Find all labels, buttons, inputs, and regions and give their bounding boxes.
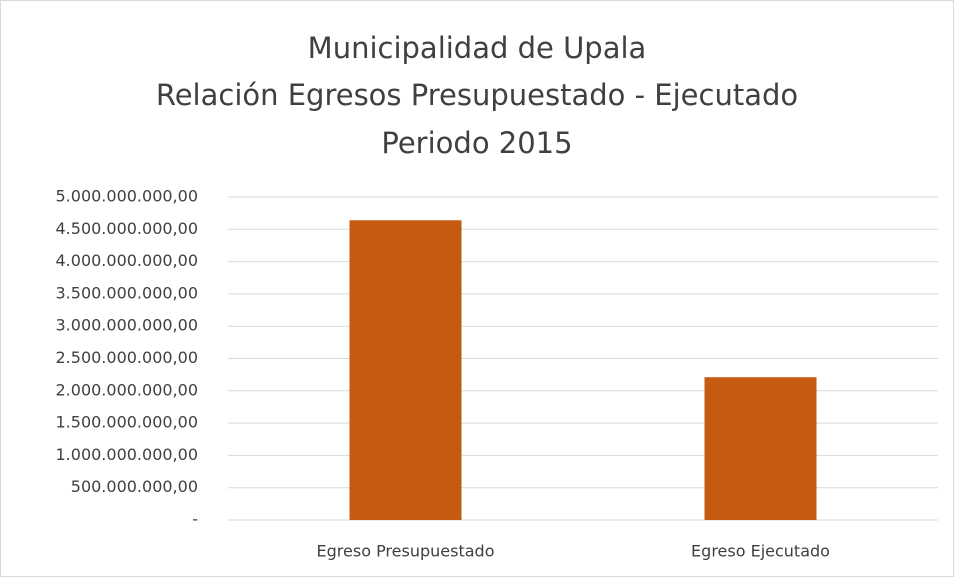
y-tick-label: 3.500.000.000,00	[56, 283, 199, 302]
y-tick-label: 3.000.000.000,00	[56, 316, 199, 335]
y-tick-label: 2.000.000.000,00	[56, 380, 199, 399]
y-tick-label: 1.000.000.000,00	[56, 445, 199, 464]
chart-title: Periodo 2015	[381, 126, 572, 160]
y-tick-label: 5.000.000.000,00	[56, 187, 199, 206]
y-tick-label: -	[192, 510, 198, 529]
y-tick-label: 1.500.000.000,00	[56, 413, 199, 432]
chart-title: Municipalidad de Upala	[308, 31, 647, 65]
x-tick-label: Egreso Ejecutado	[691, 542, 830, 561]
chart-title: Relación Egresos Presupuestado - Ejecuta…	[156, 78, 798, 112]
bar	[704, 377, 817, 520]
y-tick-label: 500.000.000,00	[71, 477, 198, 496]
y-tick-label: 2.500.000.000,00	[56, 348, 199, 367]
x-tick-label: Egreso Presupuestado	[317, 542, 495, 561]
y-tick-label: 4.000.000.000,00	[56, 251, 199, 270]
y-tick-label: 4.500.000.000,00	[56, 219, 199, 238]
bar	[349, 220, 462, 521]
